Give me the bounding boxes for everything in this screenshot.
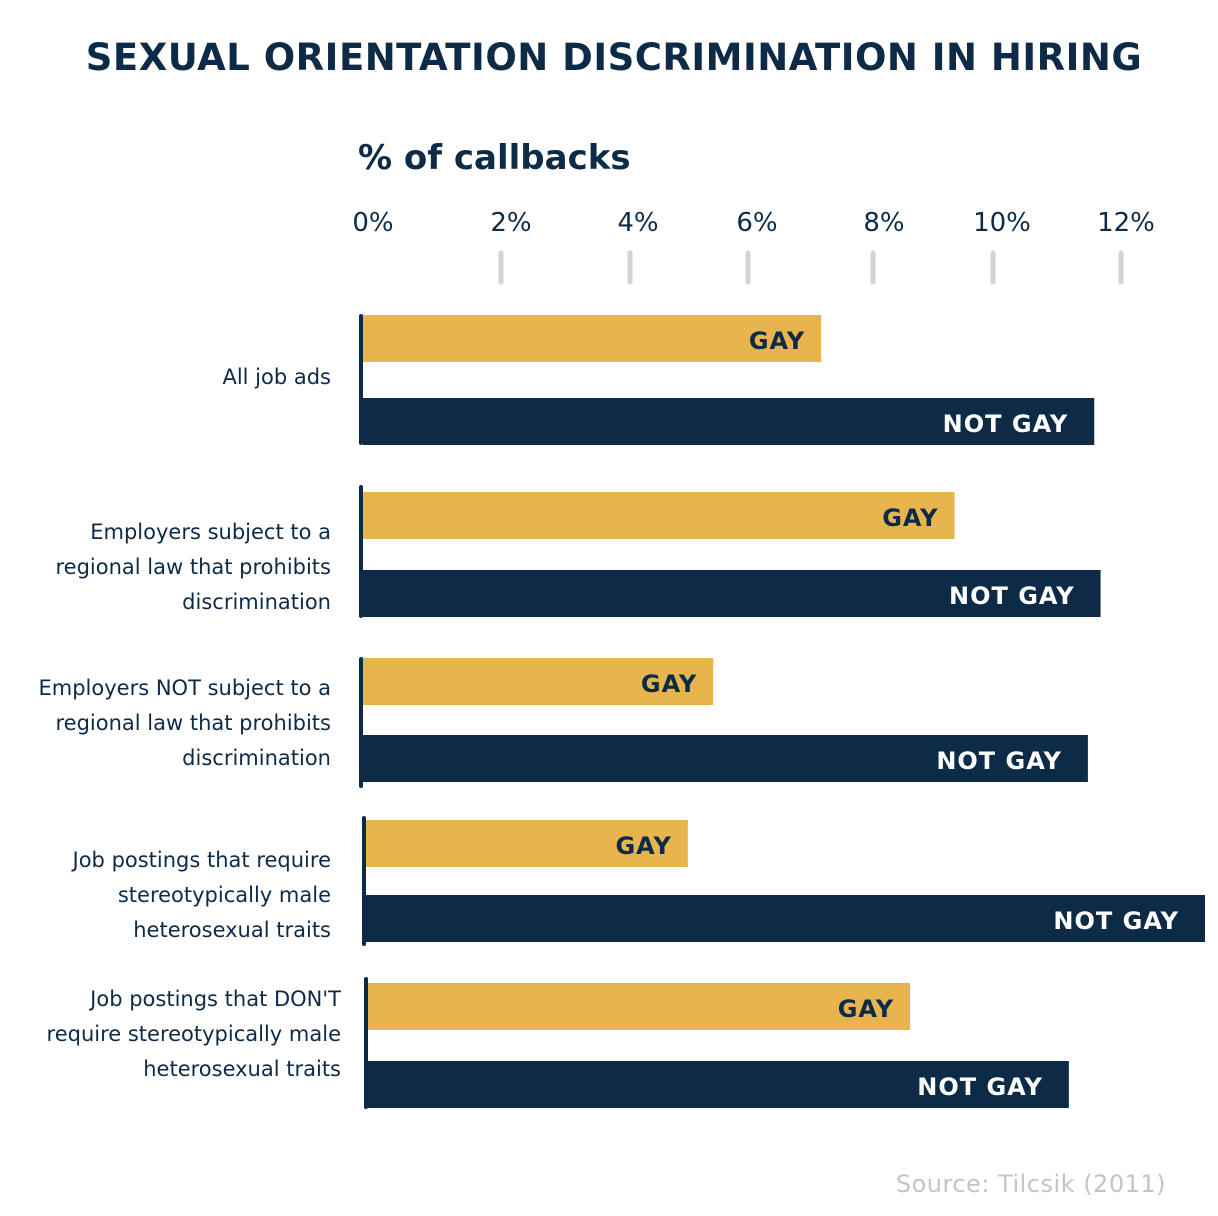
category-label: Employers subject to a regional law that… [55,520,331,614]
bar-gay [363,492,955,539]
x-tick-label: 4% [617,208,658,238]
bar-gay [363,658,714,705]
bar-gay [366,820,688,867]
x-tick-label: 10% [973,208,1031,238]
bar-label-gay: GAY [641,670,697,698]
bar-label-not-gay: NOT GAY [949,582,1075,610]
x-tick-label: 8% [863,208,904,238]
bar-gay [368,983,911,1030]
bar-gay [363,315,822,362]
x-tick-label: 2% [490,208,531,238]
category-label: Job postings that DON'T require stereoty… [46,987,341,1081]
bar-label-gay: GAY [838,995,894,1023]
x-tick-label: 0% [352,208,393,238]
category-label: All job ads [222,365,331,389]
bar-not-gay [363,735,1088,782]
category-label: Employers NOT subject to a regional law … [38,676,332,770]
bar-label-not-gay: NOT GAY [943,410,1069,438]
category-label: Job postings that require stereotypicall… [72,848,331,942]
bar-label-gay: GAY [749,327,805,355]
bar-label-not-gay: NOT GAY [936,747,1062,775]
bar-not-gay [363,398,1095,445]
bar-label-not-gay: NOT GAY [917,1073,1043,1101]
bar-label-not-gay: NOT GAY [1053,907,1179,935]
bar-not-gay [363,570,1101,617]
x-tick-label: 12% [1097,208,1155,238]
x-tick-label: 6% [736,208,777,238]
chart-title: SEXUAL ORIENTATION DISCRIMINATION IN HIR… [85,36,1143,79]
x-axis-title: % of callbacks [358,138,631,178]
bar-not-gay [368,1061,1069,1108]
bar-not-gay [366,895,1205,942]
source-note: Source: Tilcsik (2011) [895,1170,1166,1198]
bar-label-gay: GAY [615,832,671,860]
bar-label-gay: GAY [882,504,938,532]
